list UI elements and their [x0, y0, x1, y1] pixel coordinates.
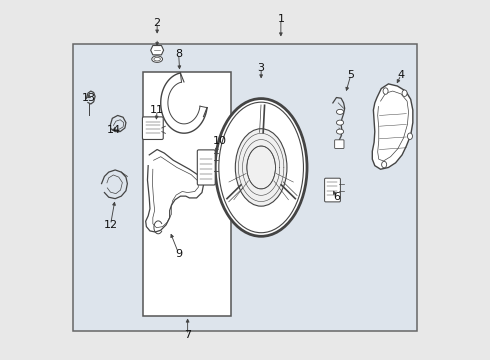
Text: 6: 6 [333, 192, 340, 202]
Text: 5: 5 [347, 70, 354, 80]
Ellipse shape [154, 57, 160, 61]
Bar [73, 44, 417, 330]
FancyBboxPatch shape [324, 178, 341, 202]
Text: 9: 9 [175, 248, 182, 258]
Ellipse shape [337, 129, 343, 134]
Text: 11: 11 [150, 105, 164, 115]
Ellipse shape [337, 120, 343, 125]
Polygon shape [372, 84, 413, 169]
Text: 4: 4 [397, 70, 405, 80]
Text: 3: 3 [258, 63, 265, 73]
Text: 8: 8 [175, 49, 182, 59]
Ellipse shape [382, 161, 387, 168]
Ellipse shape [337, 109, 343, 114]
Text: 7: 7 [184, 330, 191, 340]
Ellipse shape [152, 56, 163, 62]
Ellipse shape [215, 99, 307, 236]
Text: 2: 2 [153, 18, 161, 28]
Text: 13: 13 [82, 93, 96, 103]
Text: 1: 1 [277, 14, 284, 24]
Polygon shape [151, 45, 164, 55]
Ellipse shape [402, 90, 407, 96]
Text: 14: 14 [107, 125, 121, 135]
Ellipse shape [219, 102, 303, 233]
FancyBboxPatch shape [197, 150, 215, 185]
FancyBboxPatch shape [335, 140, 344, 148]
Ellipse shape [383, 88, 388, 94]
FancyBboxPatch shape [143, 117, 163, 139]
Ellipse shape [408, 133, 413, 139]
Text: 12: 12 [103, 220, 118, 230]
Text: 10: 10 [213, 136, 227, 146]
Bar [143, 72, 231, 316]
Ellipse shape [235, 129, 287, 206]
